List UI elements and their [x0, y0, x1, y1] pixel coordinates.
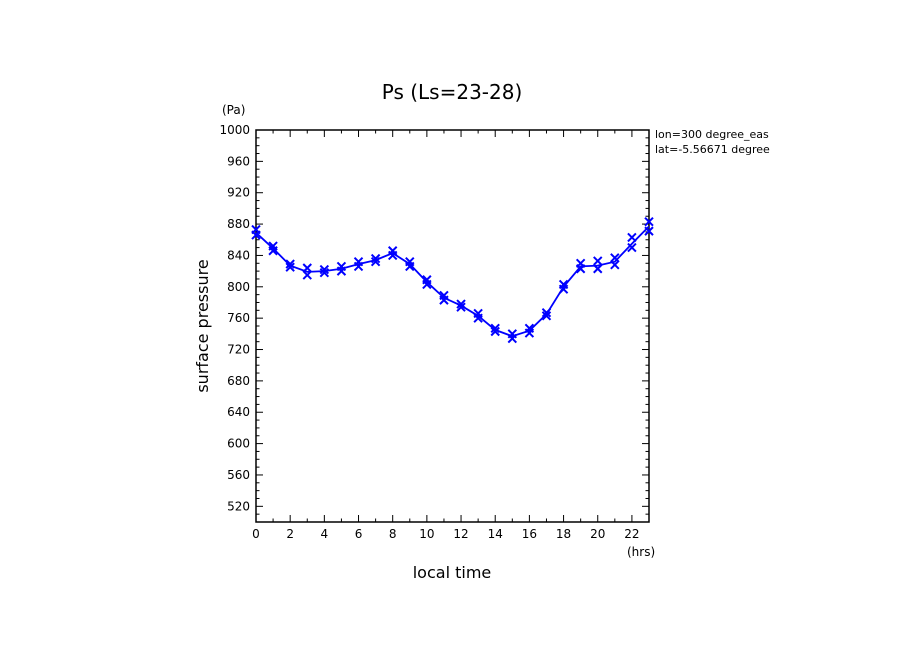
data-point-marker — [627, 232, 637, 243]
x-tick-label: 4 — [321, 527, 329, 541]
data-point-marker — [336, 266, 347, 276]
data-point-marker — [490, 323, 500, 334]
y-tick-label: 1000 — [219, 123, 250, 137]
data-point-marker — [473, 313, 483, 323]
x-tick-label: 0 — [252, 527, 260, 541]
y-tick-label: 840 — [227, 248, 250, 262]
data-point-marker — [319, 267, 330, 278]
plot-area: 5205606006406807207608008408809209601000… — [219, 123, 654, 541]
y-tick-label: 520 — [227, 499, 250, 513]
data-point-marker — [575, 264, 586, 274]
x-axis-label: local time — [413, 563, 492, 582]
data-point-marker — [644, 217, 654, 227]
y-tick-label: 680 — [227, 374, 250, 388]
data-point-marker — [319, 264, 330, 275]
data-point-marker — [524, 328, 535, 338]
y-tick-label: 600 — [227, 437, 250, 451]
data-point-marker — [422, 279, 432, 290]
data-point-marker — [251, 230, 261, 240]
data-point-marker — [593, 256, 603, 266]
data-point-marker — [644, 226, 654, 236]
x-tick-label: 8 — [389, 527, 397, 541]
data-point-marker — [268, 246, 278, 256]
y-tick-label: 560 — [227, 468, 250, 482]
x-tick-label: 14 — [488, 527, 503, 541]
x-tick-label: 18 — [556, 527, 571, 541]
annotation-lon: lon=300 degree_eas — [655, 128, 769, 141]
x-tick-label: 12 — [453, 527, 468, 541]
annotation-lat: lat=-5.56671 degree — [655, 143, 770, 156]
y-tick-label: 720 — [227, 343, 250, 357]
data-point-marker — [456, 299, 466, 309]
data-point-marker — [405, 261, 415, 272]
y-tick-label: 760 — [227, 311, 250, 325]
data-point-marker — [387, 250, 398, 261]
y-tick-label: 800 — [227, 280, 250, 294]
x-tick-label: 22 — [624, 527, 639, 541]
x-tick-label: 10 — [419, 527, 434, 541]
data-point-marker — [285, 262, 295, 272]
data-point-marker — [593, 264, 603, 274]
data-point-marker — [370, 253, 381, 264]
x-tick-label: 2 — [286, 527, 294, 541]
data-point-marker — [456, 302, 466, 312]
data-point-marker — [302, 270, 312, 280]
data-point-marker — [370, 257, 381, 267]
data-point-marker — [285, 259, 295, 269]
data-point-marker — [610, 260, 620, 270]
x-unit-label: (hrs) — [627, 545, 655, 559]
data-point-marker — [507, 333, 518, 344]
plot-frame — [255, 129, 650, 523]
series-line — [255, 225, 650, 338]
data-point-marker — [353, 261, 364, 272]
data-point-marker — [610, 253, 620, 263]
data-point-marker — [558, 284, 569, 294]
data-point-marker — [490, 326, 500, 337]
y-tick-label: 880 — [227, 217, 250, 231]
x-tick-label: 16 — [522, 527, 537, 541]
y-tick-label: 640 — [227, 405, 250, 419]
data-point-marker — [541, 311, 552, 321]
y-tick-label: 920 — [227, 186, 250, 200]
chart-title: Ps (Ls=23-28) — [382, 80, 523, 104]
data-point-marker — [302, 263, 312, 273]
data-point-marker — [439, 295, 449, 305]
x-tick-label: 20 — [590, 527, 605, 541]
x-tick-label: 6 — [355, 527, 363, 541]
data-point-marker — [627, 242, 637, 253]
y-tick-label: 960 — [227, 154, 250, 168]
y-axis-label: surface pressure — [193, 259, 212, 392]
y-unit-label: (Pa) — [222, 103, 245, 117]
data-point-marker — [541, 307, 552, 318]
